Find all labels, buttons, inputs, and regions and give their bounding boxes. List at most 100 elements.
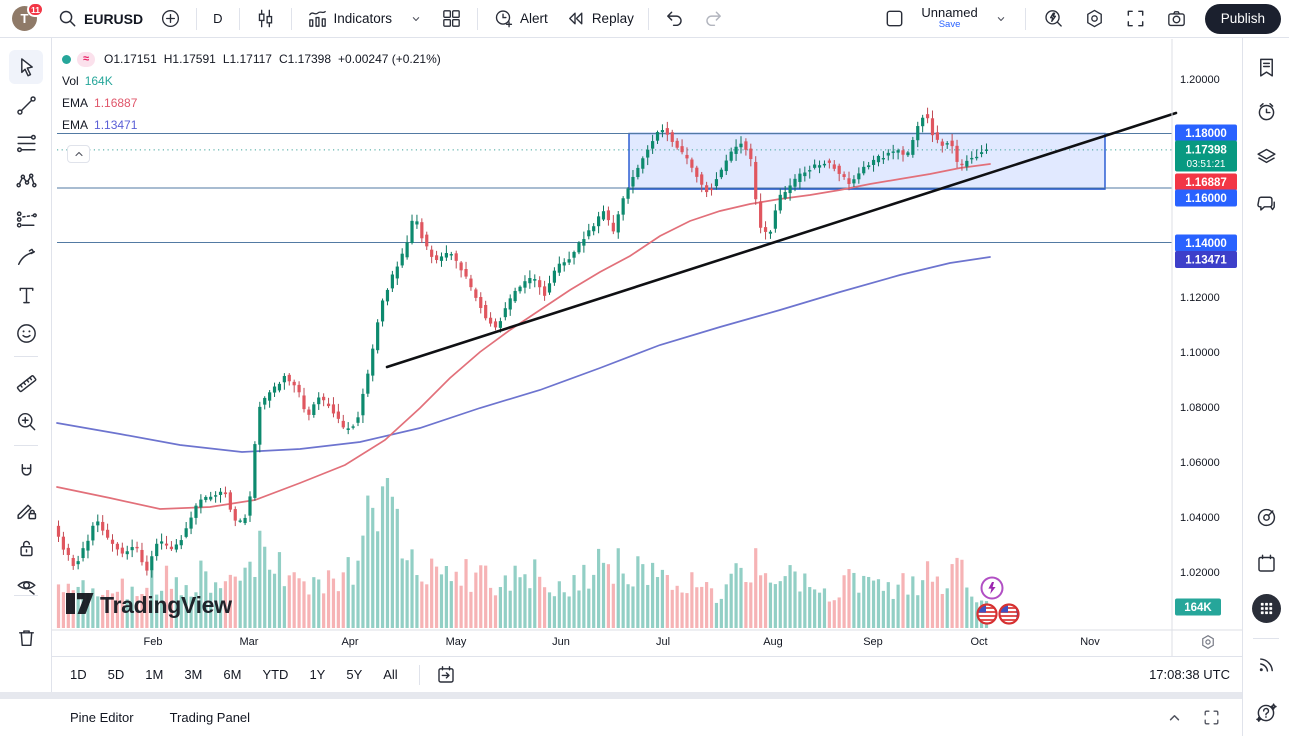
- ema-fast-label: EMA: [62, 96, 89, 110]
- tool-text[interactable]: [9, 278, 43, 312]
- chart-style-button[interactable]: [247, 3, 284, 34]
- save-label: Save: [938, 18, 961, 30]
- text-icon: [19, 287, 33, 303]
- indicator-templates-button[interactable]: [401, 7, 431, 31]
- divider: [418, 664, 420, 685]
- range-1m[interactable]: 1M: [145, 667, 164, 682]
- svg-text:1.16000: 1.16000: [1185, 193, 1227, 205]
- event-flag-icon[interactable]: [998, 603, 1020, 625]
- range-3m[interactable]: 3M: [184, 667, 203, 682]
- month-tick[interactable]: Nov: [1080, 636, 1100, 648]
- range-all[interactable]: All: [383, 667, 398, 682]
- tool-emoji[interactable]: [9, 316, 43, 350]
- sidebar-item-object-tree[interactable]: [1249, 140, 1283, 174]
- layout-grid-button[interactable]: [433, 3, 470, 34]
- fullscreen-button[interactable]: [1117, 3, 1154, 34]
- month-tick[interactable]: Aug: [763, 636, 783, 648]
- tool-zoom-in[interactable]: [9, 404, 43, 438]
- sidebar-item-calendar[interactable]: [1249, 546, 1283, 580]
- save-layout-button[interactable]: [876, 3, 913, 34]
- tool-ruler[interactable]: [9, 366, 43, 400]
- range-1y[interactable]: 1Y: [309, 667, 326, 682]
- settings-button[interactable]: [1076, 3, 1113, 34]
- alerts-icon: [1258, 102, 1274, 120]
- sidebar-item-streams[interactable]: [1249, 647, 1283, 681]
- sidebar-item-alerts[interactable]: [1249, 94, 1283, 128]
- tool-drawing-lock[interactable]: [9, 493, 43, 527]
- symbol-search-button[interactable]: EURUSD: [49, 3, 150, 34]
- layout-square-icon: [886, 10, 903, 27]
- user-avatar[interactable]: T 11: [12, 2, 44, 31]
- delayed-data-badge[interactable]: ≈: [77, 51, 96, 67]
- undo-button[interactable]: [656, 3, 693, 34]
- snapshot-button[interactable]: [1158, 3, 1195, 34]
- range-5d[interactable]: 5D: [107, 667, 125, 682]
- month-tick[interactable]: Mar: [240, 636, 259, 648]
- publish-button[interactable]: Publish: [1204, 3, 1281, 34]
- range-1d[interactable]: 1D: [70, 667, 87, 682]
- tool-magnet[interactable]: [9, 455, 43, 489]
- sidebar-item-apps[interactable]: [1249, 591, 1283, 625]
- zoom-in-icon: [17, 412, 35, 430]
- sidebar-item-help[interactable]: [1249, 695, 1283, 729]
- month-tick[interactable]: Jun: [552, 636, 570, 648]
- price-chart[interactable]: TradingView1.200001.120001.100001.080001…: [52, 39, 1242, 656]
- alert-button[interactable]: Alert: [485, 3, 555, 34]
- layout-menu-button[interactable]: [986, 7, 1016, 31]
- tool-cursor[interactable]: [9, 50, 43, 84]
- redo-button[interactable]: [695, 3, 732, 34]
- topbar-left-group: T 11 EURUSD D Indicators: [8, 2, 732, 34]
- price-tick: 1.20000: [1180, 74, 1220, 86]
- sidebar-item-screener[interactable]: [1249, 500, 1283, 534]
- ema-fast-legend-row[interactable]: EMA 1.16887: [62, 92, 448, 114]
- event-lightning-icon[interactable]: [980, 576, 1004, 600]
- go-to-date-icon[interactable]: [434, 663, 458, 687]
- tool-fib-retracement[interactable]: [9, 126, 43, 160]
- quick-search-button[interactable]: [1035, 3, 1072, 34]
- volume-legend-row[interactable]: Vol 164K: [62, 70, 448, 92]
- avatar-letter: T: [20, 11, 29, 26]
- month-tick[interactable]: May: [446, 636, 467, 648]
- symbol-legend-row[interactable]: ≈ O1.17151 H1.17591 L1.17117 C1.17398 +0.002…: [62, 48, 448, 70]
- month-tick[interactable]: Jul: [656, 636, 670, 648]
- tool-remove-drawings[interactable]: [9, 620, 43, 654]
- tool-hide-drawings[interactable]: [9, 569, 43, 603]
- layout-name-button[interactable]: Unnamed Save: [917, 5, 981, 33]
- tab-trading-panel[interactable]: Trading Panel: [169, 710, 251, 725]
- price-scale-settings-gear-icon[interactable]: [1202, 635, 1214, 649]
- svg-text:1.17398: 1.17398: [1185, 145, 1227, 157]
- trendline[interactable]: [385, 111, 1178, 369]
- month-tick[interactable]: Apr: [341, 636, 358, 648]
- range-ytd[interactable]: YTD: [262, 667, 289, 682]
- help-icon: [1255, 702, 1277, 722]
- interval-button[interactable]: D: [213, 11, 223, 26]
- tool-xabcd-pattern[interactable]: [9, 164, 43, 198]
- month-tick[interactable]: Sep: [863, 636, 883, 648]
- horizontal-levels: [57, 132, 1172, 244]
- replay-button[interactable]: Replay: [557, 3, 641, 34]
- month-tick[interactable]: Oct: [970, 636, 987, 648]
- tab-pine-editor[interactable]: Pine Editor: [70, 710, 134, 725]
- ema-slow-legend-row[interactable]: EMA 1.13471: [62, 114, 448, 136]
- indicators-button[interactable]: Indicators: [299, 3, 400, 34]
- sidebar-item-watchlist[interactable]: [1249, 50, 1283, 84]
- tool-brush[interactable]: [9, 240, 43, 274]
- price-badge-1.17398: 1.17398 03:51:21: [1175, 140, 1237, 172]
- brush-icon: [17, 248, 35, 265]
- compare-add-button[interactable]: [152, 3, 189, 34]
- tool-trend-line[interactable]: [9, 88, 43, 122]
- maximize-panel-icon[interactable]: [1201, 707, 1222, 728]
- range-6m[interactable]: 6M: [223, 667, 242, 682]
- clock-utc[interactable]: 17:08:38 UTC: [1149, 667, 1230, 682]
- sidebar-item-chat[interactable]: [1249, 187, 1283, 221]
- range-5y[interactable]: 5Y: [346, 667, 363, 682]
- tool-long-position[interactable]: [9, 202, 43, 236]
- tool-lock-all[interactable]: [9, 531, 43, 565]
- collapse-legend-button[interactable]: [67, 145, 90, 163]
- month-tick[interactable]: Feb: [144, 636, 163, 648]
- event-flag-icon[interactable]: [976, 603, 998, 625]
- svg-text:1.13471: 1.13471: [1185, 255, 1227, 267]
- chart-pane[interactable]: TradingView 1.20000 1.12000 1.10000 1.08000 1…: [52, 39, 1242, 656]
- hide-drawings-icon: [16, 580, 36, 595]
- expand-panel-icon[interactable]: [1164, 707, 1185, 728]
